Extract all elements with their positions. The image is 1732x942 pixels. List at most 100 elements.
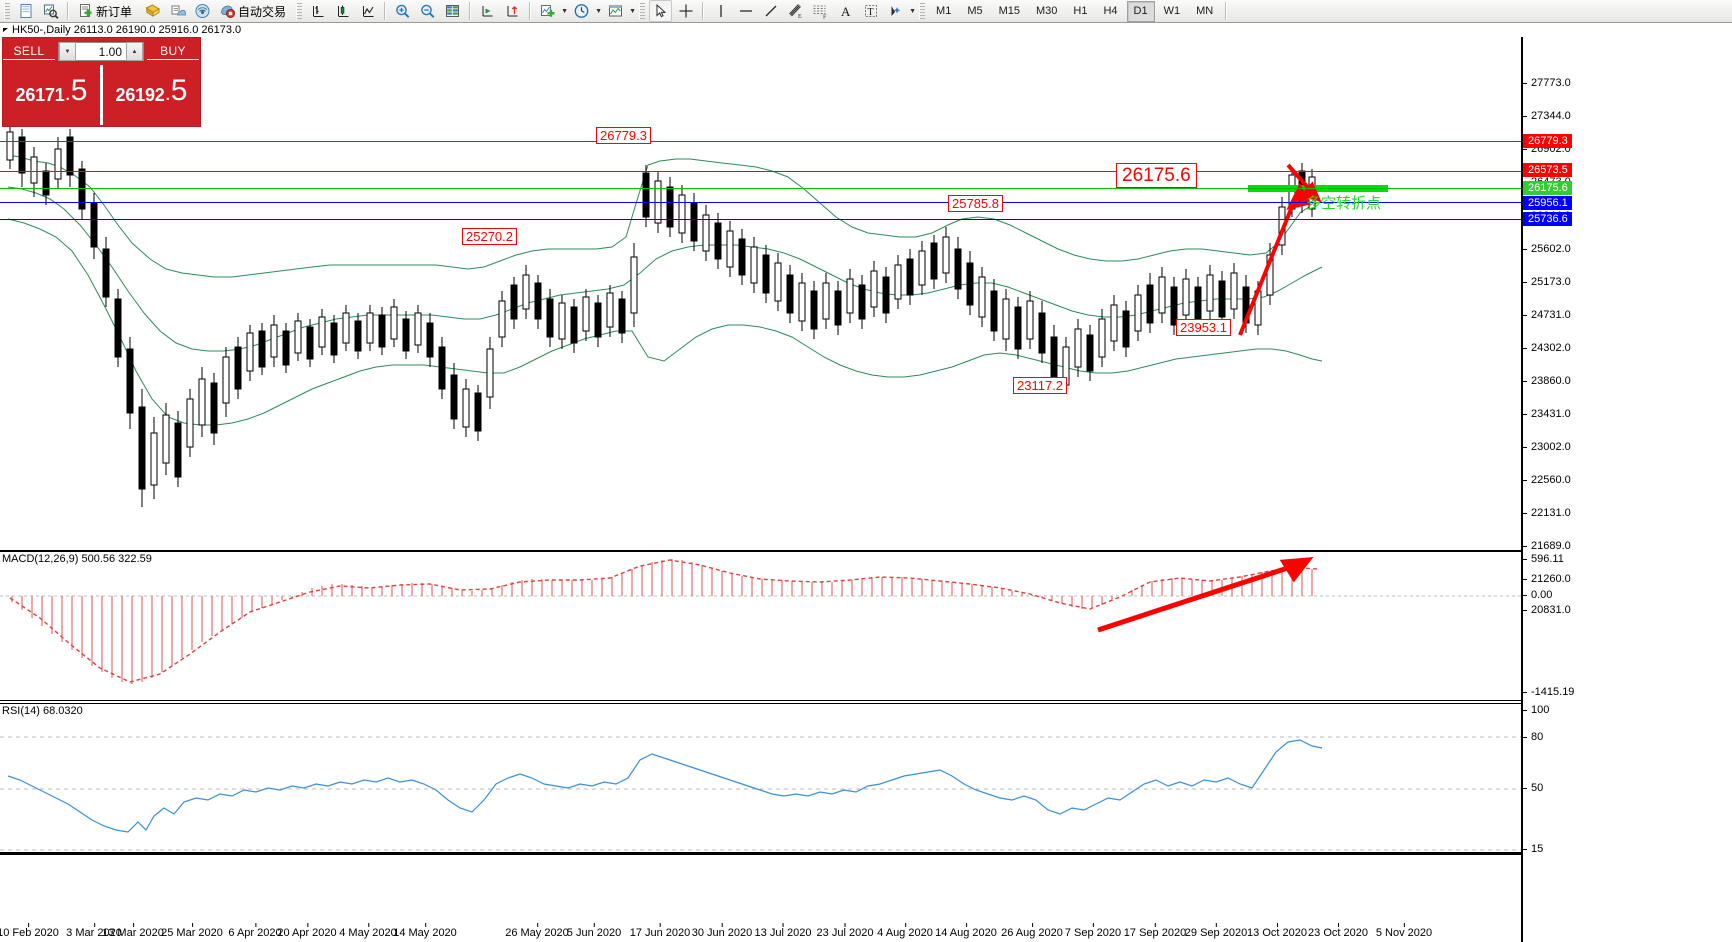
- volume-value: 1.00: [98, 44, 122, 59]
- templates-dropdown-caret[interactable]: ▼: [629, 7, 636, 15]
- price-tick-15: 21260.0: [1523, 573, 1571, 585]
- time-label-16: 26 Aug 2020: [1001, 923, 1063, 939]
- annotation-25785[interactable]: 25785.8: [948, 195, 1003, 212]
- buy-label[interactable]: BUY: [147, 44, 199, 60]
- toolbar-grip-4[interactable]: [919, 2, 926, 20]
- data-window-icon[interactable]: [441, 0, 464, 22]
- annotation-26175[interactable]: 26175.6: [1116, 163, 1197, 188]
- time-label-4: 6 Apr 2020: [228, 923, 282, 939]
- indicators-dropdown-caret[interactable]: ▼: [561, 7, 568, 15]
- timeframe-m5[interactable]: M5: [967, 5, 983, 17]
- period-clock-icon[interactable]: [570, 0, 593, 22]
- level-line-26175[interactable]: [0, 188, 1521, 189]
- timeframe-m1[interactable]: M1: [936, 5, 952, 17]
- timeframe-group: M1 M5 M15 M30 H1 H4 D1 W1 MN: [928, 0, 1221, 22]
- horizontal-line-icon[interactable]: [734, 0, 757, 22]
- time-label-10: 17 Jun 2020: [629, 923, 691, 939]
- time-label-9: 5 Jun 2020: [566, 923, 622, 939]
- new-order-button[interactable]: 新订单: [74, 0, 139, 22]
- toolbar-grip-3[interactable]: [639, 2, 646, 20]
- volume-decrement-icon[interactable]: ▼: [59, 42, 76, 61]
- rsi-tick-1: 80: [1523, 731, 1543, 743]
- time-label-11: 30 Jun 2020: [691, 923, 753, 939]
- one-click-trading-panel[interactable]: SELL ▼ 1.00 ▲ BUY 26171 . 5 26192 . 5: [2, 37, 201, 127]
- trade-panel-top-row: SELL ▼ 1.00 ▲ BUY: [3, 38, 200, 65]
- timeframe-h4[interactable]: H4: [1103, 5, 1118, 17]
- price-tick-10: 23431.0: [1523, 408, 1571, 420]
- sell-label[interactable]: SELL: [3, 44, 55, 60]
- time-label-20: 13 Oct 2020: [1247, 923, 1307, 939]
- signals-icon[interactable]: [191, 0, 214, 22]
- annotation-23953[interactable]: 23953.1: [1176, 319, 1231, 336]
- level-tag-26779[interactable]: 26779.3: [1523, 134, 1572, 148]
- cloud-upload-icon[interactable]: [166, 0, 189, 22]
- indicators-icon[interactable]: [536, 0, 559, 22]
- bar-chart-icon[interactable]: [306, 0, 329, 22]
- timeframe-mn[interactable]: MN: [1196, 5, 1214, 17]
- buy-price-button[interactable]: 26192 . 5: [103, 65, 200, 125]
- level-line-26573[interactable]: [0, 171, 1521, 172]
- toolbar-grip[interactable]: [4, 2, 10, 20]
- macd-pane[interactable]: MACD(12,26,9) 500.56 322.59: [0, 551, 1521, 701]
- buy-price-integer: 26192: [115, 84, 165, 105]
- zoom-in-icon[interactable]: [391, 0, 414, 22]
- period-dropdown-caret[interactable]: ▼: [595, 7, 602, 15]
- sell-price-button[interactable]: 26171 . 5: [3, 65, 100, 125]
- timeframe-d1[interactable]: D1: [1126, 0, 1155, 22]
- time-axis[interactable]: 10 Feb 2020 3 Mar 2020 13 Mar 2020 25 Ma…: [0, 853, 1521, 942]
- volume-increment-icon[interactable]: ▲: [126, 42, 143, 61]
- rsi-pane[interactable]: RSI(14) 68.0320: [0, 703, 1521, 853]
- auto-trading-label: 自动交易: [238, 4, 287, 19]
- shapes-dropdown-caret[interactable]: ▼: [909, 7, 916, 15]
- text-label-icon[interactable]: T: [859, 0, 882, 22]
- timeframe-w1[interactable]: W1: [1163, 5, 1181, 17]
- templates-icon[interactable]: [604, 0, 627, 22]
- shift-end-icon[interactable]: [476, 0, 499, 22]
- crosshair-icon[interactable]: [674, 0, 697, 22]
- level-tag-25736[interactable]: 25736.6: [1523, 212, 1572, 226]
- collapse-triangle-icon[interactable]: [3, 27, 8, 32]
- buy-price-separator: .: [165, 86, 170, 104]
- price-pane[interactable]: 26779.3 26175.6 25785.8 25270.2 23953.1 …: [0, 37, 1521, 551]
- chart-window: HK50-,Daily 26113.0 26190.0 25916.0 2617…: [0, 23, 1732, 942]
- toolbar-separator-2: [384, 2, 387, 20]
- line-chart-icon[interactable]: [356, 0, 379, 22]
- level-tag-25956[interactable]: 25956.1: [1523, 196, 1572, 210]
- candlestick-chart-icon[interactable]: [331, 0, 354, 22]
- trendline-icon[interactable]: [759, 0, 782, 22]
- zoom-out-icon[interactable]: [416, 0, 439, 22]
- svg-text:F: F: [823, 14, 827, 19]
- mail-icon[interactable]: [141, 0, 164, 22]
- timeframe-h1[interactable]: H1: [1073, 5, 1088, 17]
- macd-tick-0: 596.11: [1523, 553, 1564, 565]
- turning-point-note[interactable]: 多空转折点: [1306, 194, 1382, 212]
- timeframe-m15[interactable]: M15: [998, 5, 1020, 17]
- market-watch-icon[interactable]: [39, 0, 62, 22]
- toolbar-grip-2[interactable]: [296, 2, 303, 20]
- new-chart-icon[interactable]: [14, 0, 37, 22]
- level-line-25956[interactable]: [0, 202, 1521, 203]
- level-tag-26175[interactable]: 26175.6: [1523, 181, 1572, 195]
- volume-input[interactable]: ▼ 1.00 ▲: [58, 42, 144, 61]
- time-label-13: 23 Jul 2020: [816, 923, 874, 939]
- arrows-shapes-icon[interactable]: [884, 0, 907, 22]
- level-line-25736[interactable]: [0, 219, 1521, 220]
- timeframe-m30[interactable]: M30: [1036, 5, 1058, 17]
- equidistant-channel-icon[interactable]: E: [784, 0, 807, 22]
- annotation-25270[interactable]: 25270.2: [462, 228, 517, 245]
- price-scale-column[interactable]: 27773.0 27344.0 26902.0 26473.0 26044.0 …: [1521, 37, 1732, 942]
- annotation-26779[interactable]: 26779.3: [596, 127, 651, 144]
- level-line-26779[interactable]: [0, 141, 1521, 142]
- time-label-18: 17 Sep 2020: [1123, 923, 1187, 939]
- toolbar-separator-3: [469, 2, 472, 20]
- text-tool-icon[interactable]: A: [834, 0, 857, 22]
- auto-trading-button[interactable]: 自动交易: [216, 0, 293, 22]
- annotation-23117[interactable]: 23117.2: [1013, 377, 1068, 394]
- cursor-icon[interactable]: [649, 0, 673, 22]
- toolbar-separator-1: [67, 2, 69, 20]
- fibonacci-retracement-icon[interactable]: F: [809, 0, 832, 22]
- toolbar-separator-5: [702, 2, 705, 20]
- auto-scroll-icon[interactable]: [501, 0, 524, 22]
- level-tag-26573[interactable]: 26573.5: [1523, 163, 1572, 177]
- vertical-line-icon[interactable]: [709, 0, 732, 22]
